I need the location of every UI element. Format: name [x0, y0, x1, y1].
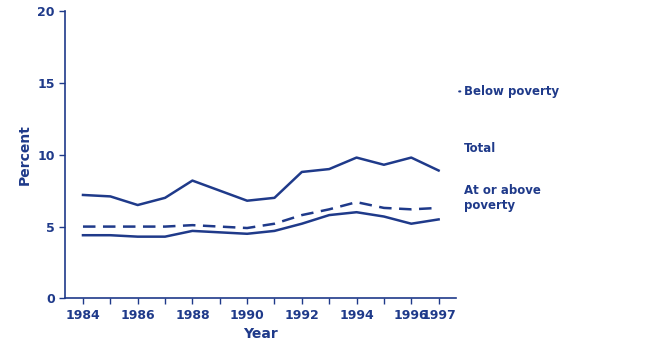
Text: Total: Total [464, 142, 496, 155]
X-axis label: Year: Year [243, 328, 278, 341]
Text: At or above
poverty: At or above poverty [464, 184, 541, 212]
Text: Below poverty: Below poverty [464, 85, 559, 98]
Y-axis label: Percent: Percent [18, 124, 32, 185]
